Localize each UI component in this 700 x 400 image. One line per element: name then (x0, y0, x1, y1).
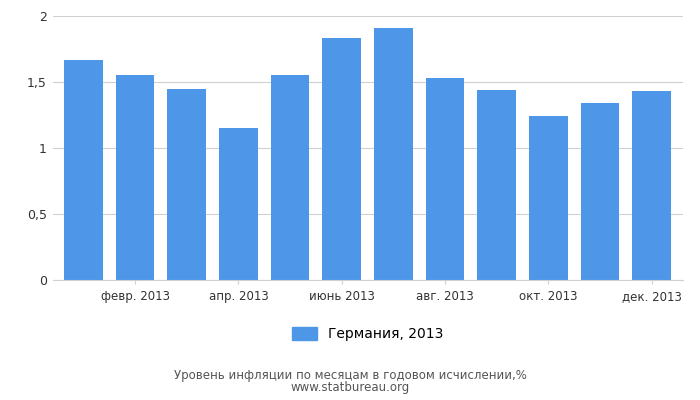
Bar (580, 103, 620, 280)
Bar (116, 75, 155, 280)
Bar (271, 75, 309, 280)
Bar (529, 116, 568, 280)
Bar (219, 128, 258, 280)
Bar (632, 91, 671, 280)
Bar (64, 60, 103, 280)
Bar (477, 90, 516, 280)
Bar (374, 28, 413, 280)
Bar (426, 78, 464, 280)
Bar (322, 38, 361, 280)
Legend: Германия, 2013: Германия, 2013 (292, 326, 443, 341)
Text: Уровень инфляции по месяцам в годовом исчислении,%: Уровень инфляции по месяцам в годовом ис… (174, 370, 526, 382)
Text: www.statbureau.org: www.statbureau.org (290, 382, 410, 394)
Bar (167, 88, 206, 280)
